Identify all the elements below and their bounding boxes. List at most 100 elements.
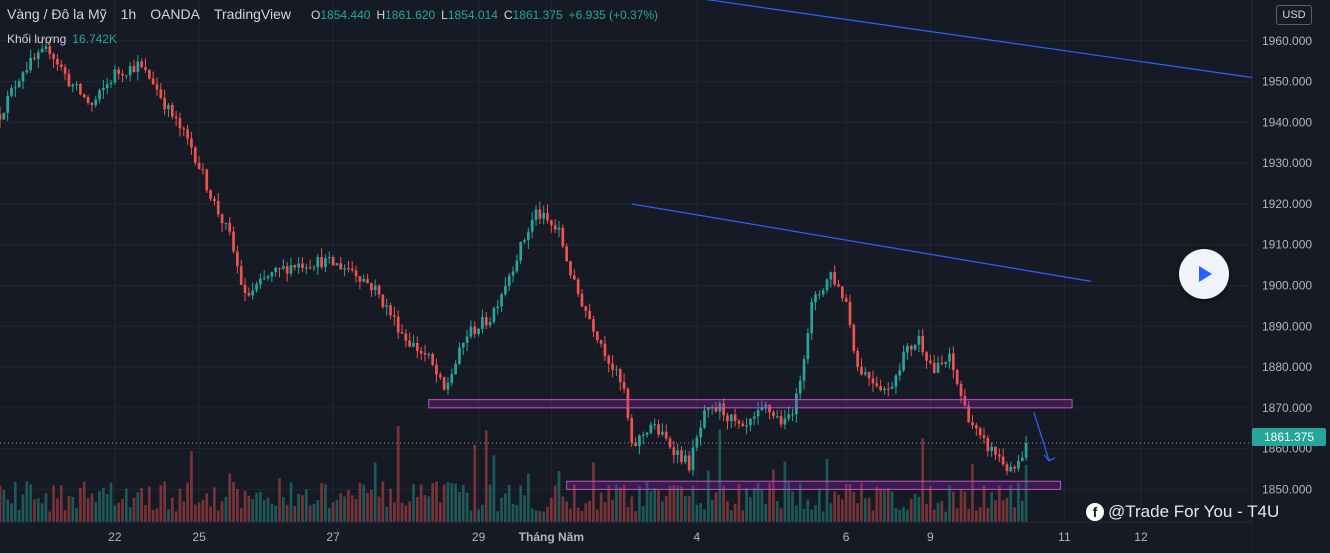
candle-body [580, 293, 584, 307]
candle-body [668, 438, 672, 448]
candle-body [193, 147, 197, 163]
candle-body [913, 344, 917, 350]
volume-bar [40, 503, 44, 522]
volume-bar [917, 496, 921, 522]
volume-bar [98, 491, 101, 522]
candle-body [653, 424, 657, 426]
volume-bar [400, 502, 404, 522]
volume-bar [668, 486, 672, 522]
volume-bar [343, 496, 346, 522]
symbol-name[interactable]: Vàng / Đô la Mỹ [7, 6, 107, 22]
candle-body [274, 268, 278, 273]
volume-bar [465, 492, 469, 522]
candle-body [572, 275, 576, 280]
price-tick-label: 1930.000 [1262, 156, 1312, 170]
volume-bar [1020, 500, 1024, 522]
candle-body [534, 209, 538, 220]
volume-bar [687, 496, 691, 522]
candle-body [1001, 456, 1005, 465]
trendline-lower [631, 203, 1092, 282]
candle-body [140, 61, 144, 68]
volume-bar [626, 507, 630, 522]
volume-bar [814, 505, 817, 522]
candle-body [821, 290, 825, 295]
time-tick-label: 25 [192, 530, 206, 544]
candle-body [741, 423, 745, 426]
volume-bar [186, 482, 189, 522]
volume-bar [833, 491, 837, 522]
candle-body [239, 266, 243, 285]
candle-body [465, 336, 469, 343]
candle-body [684, 455, 687, 463]
volume-bar [301, 495, 304, 522]
volume-bar [622, 485, 626, 522]
volume-bar [618, 487, 622, 522]
price-tick-label: 1910.000 [1262, 238, 1312, 252]
volume-bar [718, 429, 722, 522]
close-value: 1861.375 [512, 8, 563, 22]
interval-label[interactable]: 1h [120, 6, 137, 22]
candle-body [852, 325, 856, 351]
volume-bar [1001, 500, 1005, 522]
candle-body [737, 420, 741, 424]
volume-bar [446, 482, 450, 522]
candle-body [461, 342, 465, 348]
candle-body [906, 345, 909, 353]
high-value: 1861.620 [385, 8, 436, 22]
candle-body [982, 435, 986, 438]
volume-bar [316, 500, 320, 522]
currency-button[interactable]: USD [1276, 5, 1312, 25]
candle-body [442, 377, 446, 390]
volume-bar [182, 501, 186, 522]
volume-bar [450, 483, 454, 522]
candle-body [477, 328, 480, 334]
volume-bar [787, 482, 791, 522]
volume-bar [913, 494, 917, 522]
volume-bar [117, 502, 121, 522]
candle-body [549, 220, 553, 226]
candle-body [132, 66, 136, 73]
candle-body [994, 446, 997, 455]
candle-body [90, 102, 94, 106]
volume-bar [630, 496, 634, 522]
volume-bar [220, 501, 224, 522]
volume-bar [530, 508, 534, 522]
candle-body [56, 58, 59, 65]
volume-bar [879, 488, 882, 522]
candle-body [236, 251, 239, 267]
candle-body [419, 350, 423, 354]
candle-body [350, 268, 354, 271]
time-tick-label: 12 [1134, 530, 1148, 544]
volume-bar [764, 503, 768, 522]
candle-body [967, 405, 971, 423]
candle-body [25, 70, 29, 73]
volume-bar [438, 502, 442, 522]
volume-bar [898, 509, 902, 522]
volume-bar [178, 488, 182, 522]
volume-bar [768, 482, 771, 522]
candle-body [699, 427, 703, 438]
replay-button[interactable] [1179, 249, 1229, 299]
volume-bar [484, 430, 488, 522]
volume-bar [990, 492, 993, 522]
candle-body [856, 350, 859, 367]
volume-bar [703, 509, 706, 522]
volume-bar [224, 496, 228, 522]
candle-body [0, 114, 2, 120]
candle-body [396, 316, 400, 333]
volume-bar [243, 490, 247, 522]
volume-bar [741, 510, 745, 522]
price-tick-label: 1850.000 [1262, 482, 1312, 496]
candle-body [400, 332, 404, 334]
volume-bar [507, 484, 511, 522]
volume-bar [228, 473, 232, 522]
volume-bar [592, 462, 595, 522]
volume-bar [492, 455, 496, 522]
volume-bar [664, 495, 668, 522]
candle-body [584, 306, 588, 311]
volume-bar [500, 497, 503, 522]
candle-body [618, 369, 622, 382]
candle-body [450, 374, 454, 383]
